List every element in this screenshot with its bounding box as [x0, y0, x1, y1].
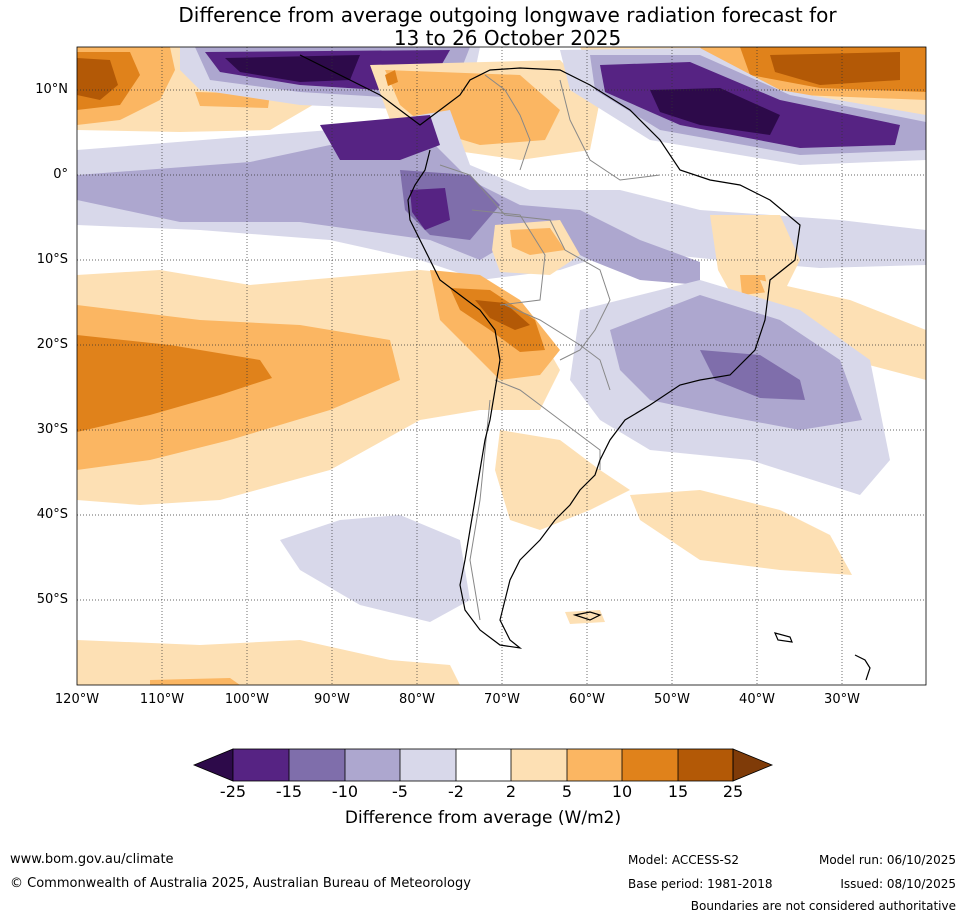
colorbar-tick: 5	[561, 782, 573, 801]
anomaly-patch	[77, 335, 272, 432]
anomaly-patch	[760, 280, 926, 380]
anomaly-patch	[77, 640, 460, 685]
lat-label-30s: 30°S	[36, 422, 68, 437]
boundaries-note: Boundaries are not considered authoritat…	[690, 899, 956, 913]
colorbar-swatch	[233, 749, 289, 781]
lon-label-80w: 80°W	[399, 692, 435, 707]
colorbar-swatch	[622, 749, 678, 781]
lon-label-60w: 60°W	[569, 692, 605, 707]
anomaly-patch	[630, 490, 852, 575]
lon-label-110w: 110°W	[139, 692, 185, 707]
lon-label-70w: 70°W	[484, 692, 520, 707]
colorbar-swatch	[567, 749, 622, 781]
anomaly-field	[77, 47, 926, 685]
anomaly-patch	[225, 55, 360, 82]
colorbar-extend-low	[192, 748, 234, 782]
anomaly-patch	[510, 228, 565, 255]
colorbar	[192, 748, 774, 782]
colorbar-tick: -15	[275, 782, 303, 801]
lon-label-40w: 40°W	[739, 692, 775, 707]
colorbar-tick: -5	[392, 782, 408, 801]
colorbar-tick: 10	[611, 782, 633, 801]
anomaly-patch	[770, 52, 900, 85]
anomaly-patch	[700, 350, 805, 400]
model-run-date: Model run: 06/10/2025	[818, 853, 956, 867]
coastline	[299, 54, 871, 681]
anomaly-patch	[320, 115, 440, 160]
plot-frame	[76, 46, 927, 686]
lat-label-50s: 50°S	[36, 592, 68, 607]
anomaly-patch	[475, 300, 530, 330]
colorbar-tick: -10	[331, 782, 359, 801]
colorbar-extend-high	[732, 748, 774, 782]
colorbar-tick: 25	[722, 782, 744, 801]
colorbar-swatch	[289, 749, 345, 781]
anomaly-patch	[77, 58, 118, 100]
anomaly-patch	[150, 678, 240, 685]
anomaly-patch	[740, 275, 768, 295]
anomaly-patch	[410, 188, 450, 230]
graticule	[77, 47, 926, 685]
colorbar-swatch	[400, 749, 456, 781]
anomaly-patch	[385, 70, 398, 86]
website-link[interactable]: www.bom.gov.au/climate	[10, 852, 174, 867]
colorbar-tick: -2	[448, 782, 464, 801]
colorbar-tick: -25	[219, 782, 247, 801]
map-title: Difference from average outgoing longwav…	[178, 3, 837, 50]
anomaly-patch	[565, 610, 605, 624]
colorbar-tick: 2	[505, 782, 517, 801]
copyright-text: © Commonwealth of Australia 2025, Austra…	[10, 876, 471, 891]
issued-date: Issued: 08/10/2025	[840, 877, 956, 891]
lon-label-120w: 120°W	[54, 692, 100, 707]
lon-label-100w: 100°W	[224, 692, 270, 707]
lat-label-10n: 10°N	[35, 82, 68, 97]
lat-label-0: 0°	[53, 167, 68, 182]
anomaly-patch	[280, 515, 470, 622]
colorbar-swatch	[678, 749, 733, 781]
anomaly-patch	[495, 430, 630, 530]
lat-label-40s: 40°S	[36, 507, 68, 522]
lon-label-90w: 90°W	[314, 692, 350, 707]
colorbar-swatch	[456, 749, 511, 781]
lat-label-10s: 10°S	[36, 252, 68, 267]
anomaly-patch	[77, 130, 700, 285]
colorbar-tick: 15	[667, 782, 689, 801]
lon-label-50w: 50°W	[654, 692, 690, 707]
colorbar-swatch	[345, 749, 400, 781]
model-name: Model: ACCESS-S2	[628, 853, 740, 867]
anomaly-patch	[650, 88, 780, 135]
colorbar-swatch	[511, 749, 567, 781]
base-period: Base period: 1981-2018	[628, 877, 773, 891]
lon-label-30w: 30°W	[824, 692, 860, 707]
lat-label-20s: 20°S	[36, 337, 68, 352]
colorbar-label: Difference from average (W/m2)	[344, 808, 622, 828]
